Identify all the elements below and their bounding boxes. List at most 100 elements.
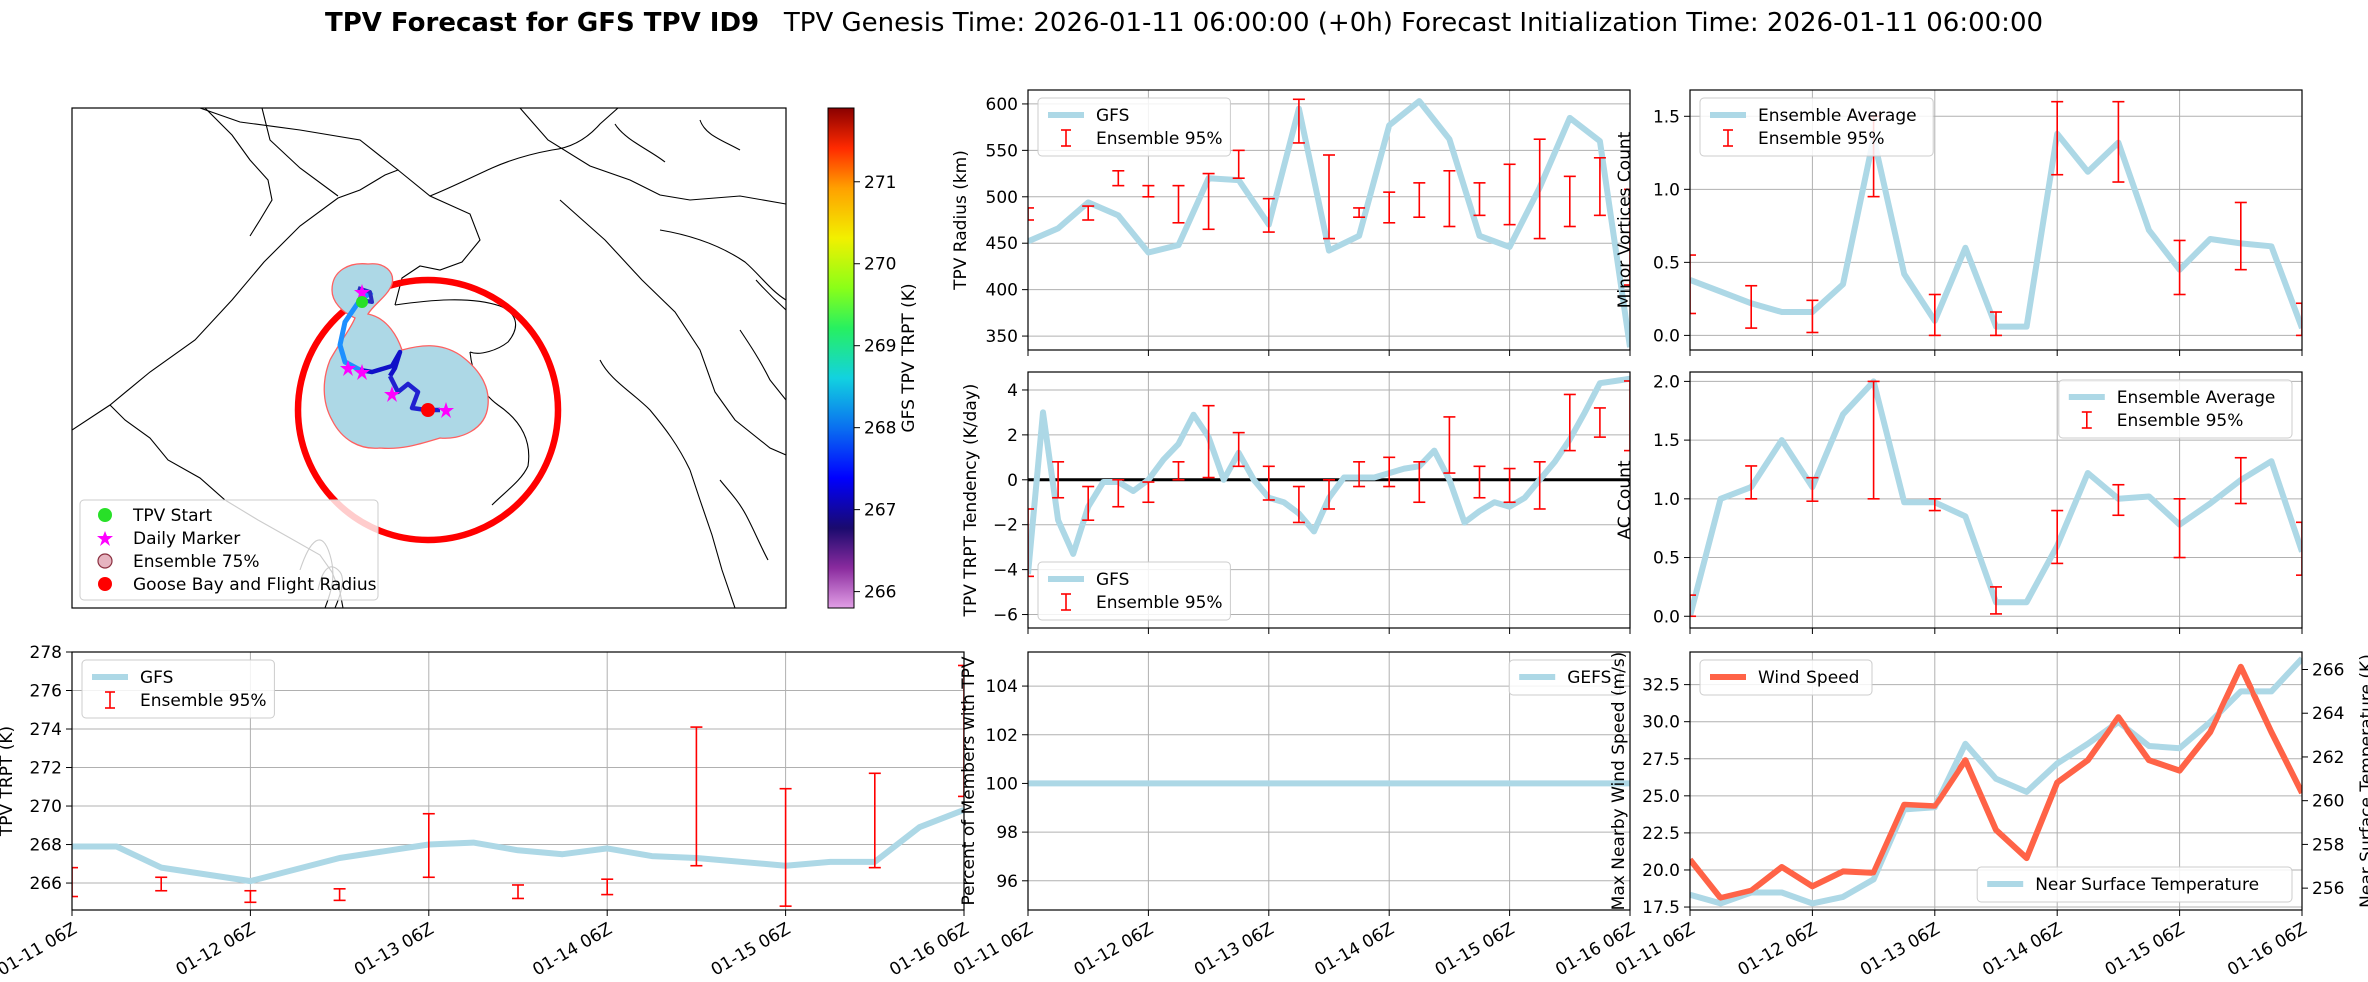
y-tick-label: 0.0 xyxy=(1653,326,1680,346)
map-coastlines xyxy=(72,108,786,608)
daily-markers xyxy=(340,284,454,418)
errorbar xyxy=(1413,182,1426,219)
legend-box xyxy=(1699,97,1934,157)
x-tick-label: 01-12 06Z xyxy=(1071,919,1157,980)
y2-tick-label: 256 xyxy=(2312,879,2344,899)
y-tick-label: 98 xyxy=(996,823,1018,843)
x-tick-label: 01-14 06Z xyxy=(1311,919,1397,980)
errorbar xyxy=(2234,456,2247,505)
x-tick-label: 01-12 06Z xyxy=(1735,919,1821,980)
errorbar xyxy=(422,812,435,879)
legend-label: GFS xyxy=(140,668,173,688)
y-tick-label: 450 xyxy=(986,234,1018,254)
legend-box xyxy=(2058,379,2293,439)
errorbar xyxy=(1353,461,1366,488)
errorbar xyxy=(512,884,524,900)
goose-bay-flight-radius xyxy=(294,276,562,544)
legend-upper-right: GEFS xyxy=(1508,659,1621,696)
y-tick-label: 276 xyxy=(30,682,62,702)
errorbar xyxy=(1232,149,1245,180)
errorbar xyxy=(2173,498,2186,559)
series-line-wind-speed xyxy=(1690,663,2302,902)
y-axis-label: TPV TRPT Tendency (K/day) xyxy=(961,384,981,618)
errorbar xyxy=(1867,380,1880,500)
y-tick-label: 400 xyxy=(986,281,1018,301)
errorbar xyxy=(1082,485,1095,522)
y-tick-label: 27.5 xyxy=(1642,750,1680,770)
errorbar xyxy=(1593,407,1606,438)
y-tick-label: 268 xyxy=(30,836,62,856)
colorbar-tick-label: 269 xyxy=(864,337,896,357)
axes-frame xyxy=(1027,371,1631,629)
y2-tick-label: 260 xyxy=(2312,792,2344,812)
errorbar xyxy=(1503,467,1516,504)
y-tick-label: 100 xyxy=(986,774,1018,794)
errorbar xyxy=(1624,188,1630,286)
legend-box xyxy=(81,659,275,719)
map-legend: TPV Start Daily Marker Ensemble 75% Goos… xyxy=(79,499,379,601)
y-axis-label: Minor Vortices Count xyxy=(1615,131,1635,308)
errorbar xyxy=(2112,483,2125,517)
x-tick-label: 01-13 06Z xyxy=(1191,919,1277,980)
legend-box xyxy=(1037,561,1231,621)
legend-label: Ensemble Average xyxy=(1758,106,1917,126)
plot-area xyxy=(1028,375,1630,578)
legend-label: GFS xyxy=(1096,570,1129,590)
y-tick-label: 25.0 xyxy=(1642,787,1680,807)
legend-box xyxy=(1976,866,2293,903)
errorbar xyxy=(1745,465,1758,500)
legend-label: Wind Speed xyxy=(1758,668,1859,688)
errorbar xyxy=(1533,461,1546,510)
y-tick-label: 32.5 xyxy=(1642,676,1680,696)
errorbar xyxy=(1928,293,1941,337)
x-tick-label: 01-13 06Z xyxy=(351,919,437,980)
errorbar xyxy=(1202,404,1215,479)
y2-tick-label: 266 xyxy=(2312,660,2344,680)
axes-frame xyxy=(1027,651,1631,911)
legend-upper-left: Wind Speed xyxy=(1699,659,1873,696)
errorbar xyxy=(1473,182,1486,217)
legend-label: Ensemble 95% xyxy=(1096,593,1223,613)
errorbar xyxy=(1262,197,1275,233)
errorbar xyxy=(1323,154,1335,240)
plot-area xyxy=(72,664,964,907)
errorbar xyxy=(1990,586,2002,615)
y2-tick-label: 262 xyxy=(2312,748,2344,768)
x-tick-label: 01-15 06Z xyxy=(2102,919,2188,980)
x-tick-label: 01-13 06Z xyxy=(1857,919,1943,980)
errorbar xyxy=(2296,302,2302,337)
series-line-gfs xyxy=(72,807,964,885)
legend-goose-icon xyxy=(98,577,112,591)
y-axis-label: TPV Radius (km) xyxy=(951,150,971,291)
y-tick-label: 1.5 xyxy=(1653,431,1680,451)
errorbar xyxy=(155,876,168,892)
daily-marker-5 xyxy=(438,402,454,418)
y-tick-label: 96 xyxy=(996,872,1018,892)
legend-label: Ensemble 95% xyxy=(2117,411,2244,431)
legend-daily-icon xyxy=(97,531,113,546)
legend-box xyxy=(1508,659,1621,696)
legend-label: GFS xyxy=(1096,106,1129,126)
legend-label: GEFS xyxy=(1567,668,1611,688)
figure-title-bold: TPV Forecast for GFS TPV ID9 xyxy=(325,8,759,38)
legend-upper-left: GFS Ensemble 95% xyxy=(1037,97,1231,157)
daily-marker-1 xyxy=(354,284,370,300)
legend-box xyxy=(1037,97,1231,157)
ensemble-75-area xyxy=(323,263,489,450)
colorbar-tick-label: 268 xyxy=(864,419,896,439)
errorbar xyxy=(1443,416,1456,474)
errorbar xyxy=(1745,284,1758,329)
legend-ensemble-icon xyxy=(97,553,113,569)
axes-frame xyxy=(1689,371,2303,629)
y-tick-label: 20.0 xyxy=(1642,861,1680,881)
series-line-wind-speed-front xyxy=(1690,664,2302,901)
tpv-track-map: TPV Start Daily Marker Ensemble 75% Goos… xyxy=(71,107,787,609)
legend-tpv-start: TPV Start xyxy=(132,506,213,526)
errorbar xyxy=(1563,393,1576,452)
legend-lower-left: GFS Ensemble 95% xyxy=(1037,561,1231,621)
y-tick-label: −6 xyxy=(993,606,1018,626)
flight-radius-circle xyxy=(294,276,562,544)
daily-marker-4 xyxy=(384,386,400,402)
